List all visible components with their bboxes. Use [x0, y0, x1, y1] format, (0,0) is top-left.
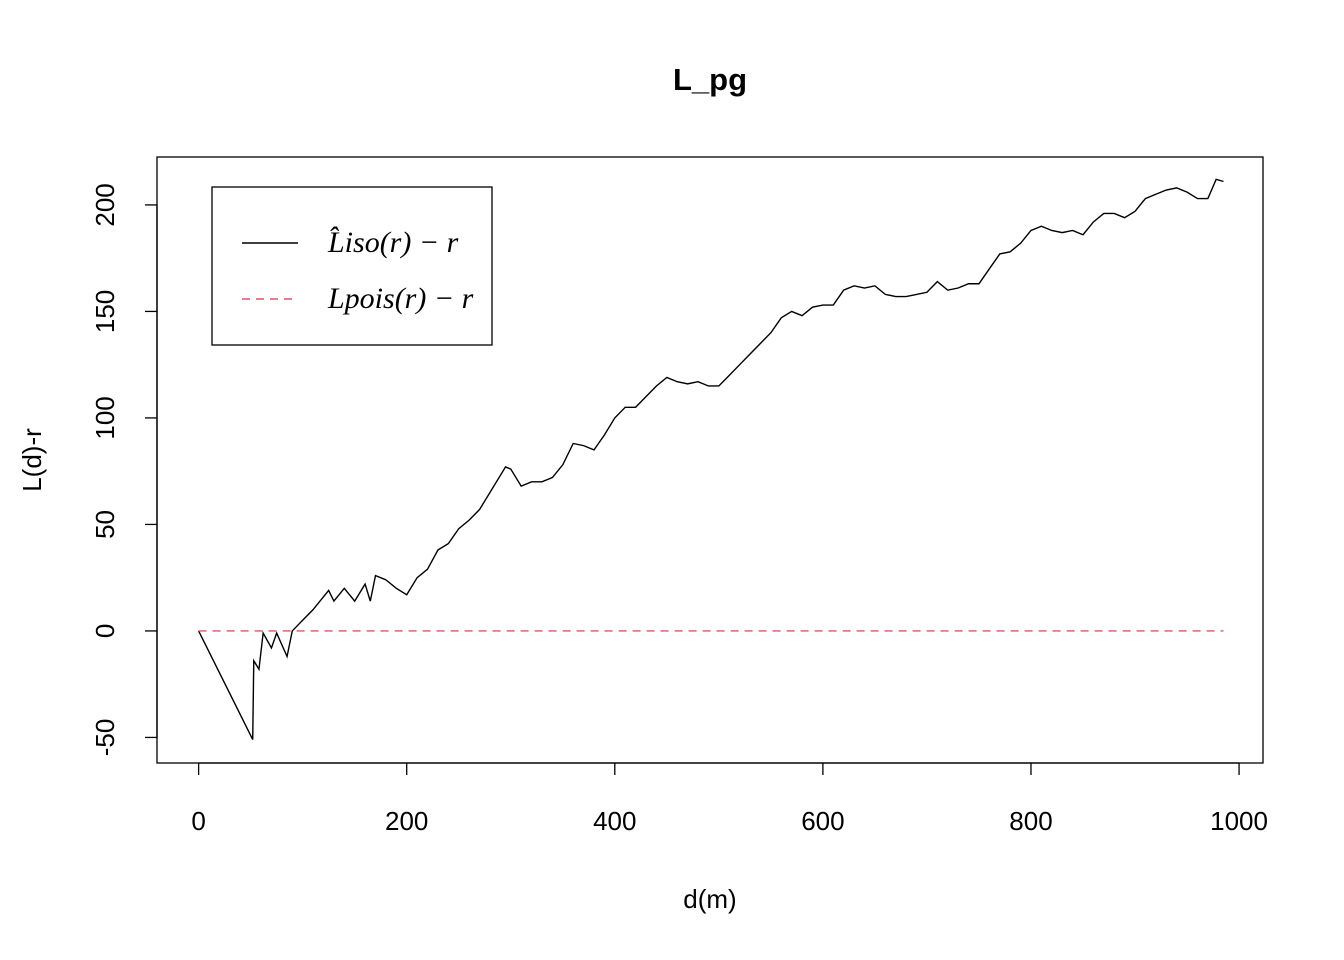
y-tick-label: 0 [90, 624, 120, 638]
x-tick-label: 800 [1009, 806, 1052, 836]
x-tick-label: 200 [385, 806, 428, 836]
y-tick-label: -50 [90, 719, 120, 757]
legend-box [211, 186, 493, 346]
x-tick-label: 600 [801, 806, 844, 836]
y-tick-label: 50 [90, 510, 120, 539]
y-tick-label: 200 [90, 183, 120, 226]
data-line [197, 178, 1224, 740]
x-tick-label: 0 [191, 806, 205, 836]
y-tick-label: 150 [90, 290, 120, 333]
y-axis-label: L(d)-r [17, 428, 47, 492]
x-axis-label: d(m) [683, 884, 736, 914]
legend-text: L̂iso(r) − r [327, 226, 459, 259]
legend-text: Lpois(r) − r [327, 282, 474, 315]
chart-title: L_pg [673, 62, 747, 97]
x-tick-label: 400 [593, 806, 636, 836]
y-tick-label: 100 [90, 396, 120, 439]
x-tick-label: 1000 [1210, 806, 1268, 836]
